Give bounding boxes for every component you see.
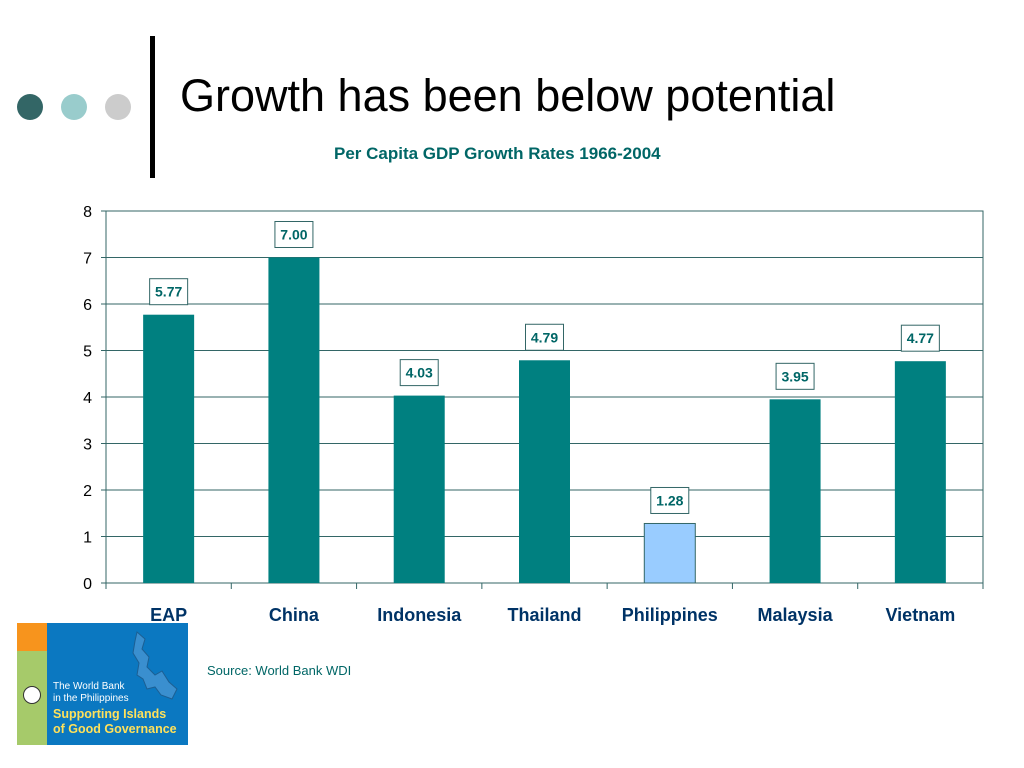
data-label: 4.03 [406,365,433,381]
data-label: 3.95 [781,368,808,384]
source-note: Source: World Bank WDI [207,663,352,678]
bar [393,395,445,583]
decorative-dot-dark [17,94,43,120]
globe-icon [23,686,41,704]
data-label-box [525,323,564,351]
bar [769,399,821,583]
y-tick-label: 2 [83,483,92,500]
title-divider [150,36,155,178]
logo-line-2: in the Philippines [53,693,129,704]
data-label-box [274,221,314,248]
category-label: Philippines [622,605,718,625]
data-label-box [399,359,439,387]
bar [643,522,696,584]
category-label: Thailand [507,605,581,625]
category-label: Malaysia [758,605,834,625]
decorative-dot-light [61,94,87,120]
logo-orange-block [17,623,47,651]
category-label: Vietnam [886,605,956,625]
bar [519,360,570,583]
y-tick-label: 5 [83,344,92,361]
bar [894,361,946,583]
y-tick-label: 3 [83,437,92,454]
data-label-box [650,486,690,514]
decorative-dot-gray [105,94,131,120]
data-label: 4.77 [907,330,934,346]
bar [268,257,320,583]
data-label-box [900,324,940,352]
bar [143,314,195,583]
y-tick-label: 0 [83,576,92,593]
category-label: Indonesia [377,605,462,625]
y-tick-label: 7 [83,251,92,268]
logo-line-4: of Good Governance [53,722,177,736]
philippines-map-icon [132,631,178,700]
bar-chart: 0 1 2 3 4 5 6 7 8 5.77 EAP 7.00 China 4.03 Indonesia 4.… [83,204,984,625]
y-tick-label: 4 [83,390,92,407]
chart-subtitle: Per Capita GDP Growth Rates 1966-2004 [334,144,661,163]
data-label-box [775,362,815,390]
data-label: 4.79 [531,329,558,345]
data-label-box [149,278,189,306]
category-label: EAP [150,605,187,625]
slide-title: Growth has been below potential [180,70,836,121]
y-tick-label: 1 [83,530,92,547]
data-label: 1.28 [656,492,683,508]
y-tick-label: 6 [83,297,92,314]
world-bank-logo: The World Bank in the Philippines Suppor… [17,623,188,745]
data-label: 7.00 [280,227,307,243]
category-label: China [269,605,320,625]
logo-line-1: The World Bank [53,681,125,692]
logo-line-3: Supporting Islands [53,707,167,721]
y-tick-label: 8 [83,204,92,221]
data-label: 5.77 [155,284,182,300]
